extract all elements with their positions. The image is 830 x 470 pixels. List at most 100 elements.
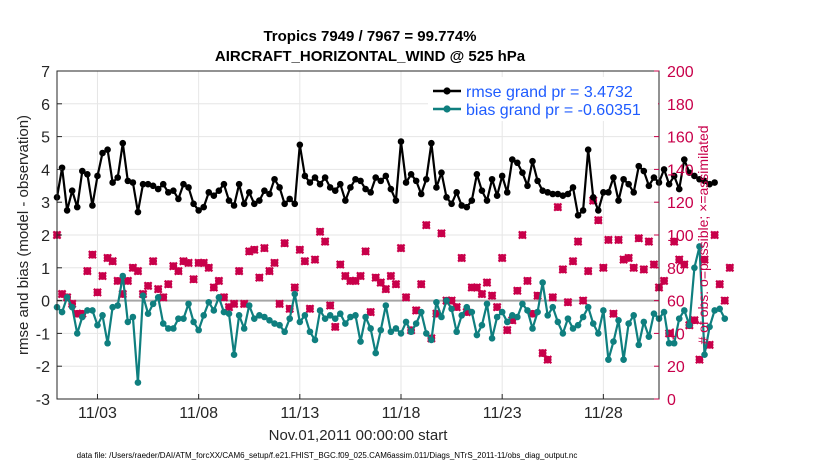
rmse-point	[58, 164, 66, 172]
rmse-point	[377, 177, 385, 185]
y-tick-label-left: -2	[36, 359, 50, 376]
rmse-point	[508, 156, 516, 163]
rmse-point	[402, 179, 410, 186]
rmse-point	[109, 179, 116, 186]
bias-point	[640, 318, 648, 326]
bias-point	[250, 315, 258, 322]
y-tick-label-right: 160	[667, 130, 694, 147]
footer-data-file: data file: /Users/raeder/DAI/ATM_forcXX/…	[77, 451, 578, 460]
obs-assimilated-point	[330, 322, 340, 332]
rmse-point	[594, 207, 602, 214]
y-tick-label-left: 5	[41, 130, 50, 147]
x-tick-label: 11/23	[483, 405, 522, 422]
obs-assimilated-point	[189, 274, 198, 284]
bias-point	[483, 300, 491, 308]
bias-point	[503, 318, 511, 326]
bias-point	[514, 313, 521, 321]
rmse-point	[407, 171, 415, 178]
x-tick-label: 11/08	[179, 405, 218, 422]
bias-point	[235, 312, 243, 319]
obs-assimilated-point	[143, 281, 153, 291]
rmse-point	[670, 172, 678, 180]
rmse-point	[488, 175, 496, 183]
obs-assimilated-point	[82, 266, 92, 276]
bias-point	[519, 300, 526, 308]
obs-assimilated-point	[573, 237, 583, 246]
rmse-point	[180, 180, 187, 188]
rmse-point	[347, 184, 354, 191]
obs-assimilated-point	[659, 276, 669, 286]
obs-assimilated-point	[214, 276, 224, 286]
rmse-point	[235, 180, 243, 188]
rmse-point	[271, 175, 278, 183]
obs-assimilated-point	[158, 292, 168, 302]
obs-assimilated-point	[325, 301, 335, 310]
obs-assimilated-point	[487, 291, 497, 301]
bias-point	[600, 307, 607, 314]
y-axis-right: 0 20 40 60 80 100 120 140 160 180 200	[654, 64, 694, 409]
bias-point	[443, 297, 450, 304]
bias-point	[468, 308, 476, 316]
bias-point	[215, 294, 223, 301]
rmse-point	[352, 175, 359, 183]
rmse-point	[569, 184, 577, 191]
obs-assimilated-point	[356, 271, 365, 281]
rmse-point	[443, 193, 450, 201]
x-tick-label: 11/03	[78, 405, 117, 422]
obs-assimilated-point	[310, 255, 320, 264]
rmse-point	[301, 172, 309, 180]
obs-assimilated-point	[108, 256, 118, 266]
rmse-point	[584, 146, 592, 154]
bias-point	[589, 320, 597, 327]
bias-point	[625, 320, 632, 327]
rmse-point	[281, 200, 288, 208]
rmse-point	[600, 189, 607, 196]
rmse-point	[453, 189, 460, 196]
rmse-point	[640, 167, 648, 175]
rmse-point	[696, 175, 703, 183]
rmse-point	[205, 189, 213, 196]
obs-assimilated-point	[639, 265, 649, 274]
rmse-point	[630, 189, 638, 196]
bias-point	[610, 338, 617, 345]
rmse-point	[94, 172, 101, 180]
bias-point	[594, 330, 602, 337]
bias-point	[89, 307, 96, 314]
bias-point	[534, 308, 541, 316]
rmse-point	[387, 185, 395, 193]
obs-assimilated-point	[512, 286, 522, 296]
obs-assimilated-point	[700, 255, 709, 264]
y-tick-label-left: 6	[41, 97, 50, 114]
bias-point	[387, 328, 395, 336]
bias-point	[680, 307, 688, 314]
bias-point	[711, 307, 718, 314]
obs-assimilated-point	[563, 297, 573, 307]
rmse-point	[159, 180, 167, 188]
obs-assimilated-point	[254, 273, 264, 283]
rmse-point	[539, 187, 546, 195]
rmse-point	[605, 189, 612, 196]
rmse-point	[210, 192, 218, 199]
obs-assimilated-point	[335, 260, 345, 269]
y-axis-label-right: # of obs: o=possible; ×=assimilated	[695, 125, 711, 344]
bias-point	[433, 298, 440, 306]
bias-point	[114, 302, 122, 309]
rmse-point	[175, 195, 182, 203]
x-tick-label: 11/18	[382, 405, 421, 422]
bias-point	[407, 328, 415, 336]
rmse-point	[68, 187, 76, 195]
rmse-point	[266, 190, 273, 198]
bias-point	[382, 302, 390, 309]
bias-point	[665, 339, 673, 347]
obs-assimilated-point	[543, 355, 553, 365]
obs-assimilated-point	[609, 309, 618, 319]
obs-assimilated-point	[548, 292, 558, 302]
rmse-point	[134, 208, 142, 216]
rmse-point	[164, 189, 172, 196]
rmse-point	[458, 202, 466, 209]
bias-point	[706, 323, 713, 331]
obs-assimilated-point	[270, 258, 279, 268]
obs-assimilated-point	[224, 302, 234, 312]
y-tick-label-left: -3	[36, 392, 50, 409]
rmse-point	[342, 197, 349, 204]
